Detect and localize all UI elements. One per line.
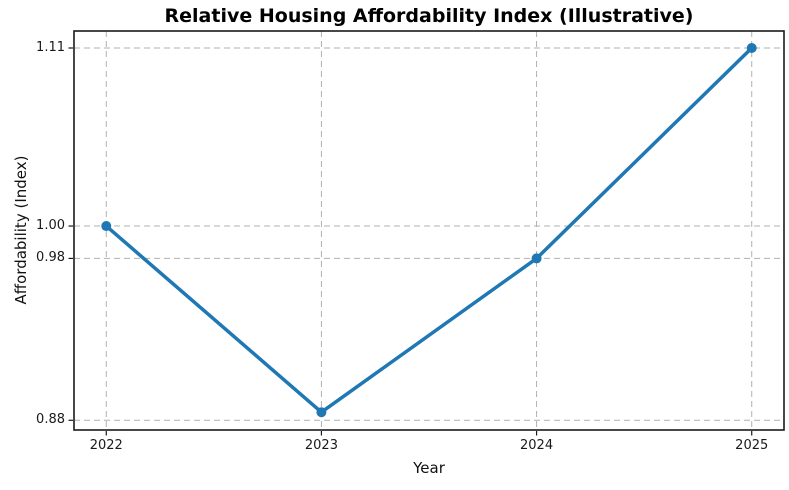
data-point-marker (316, 407, 327, 418)
x-tick-label: 2023 (304, 438, 338, 453)
axes-spines (73, 30, 785, 431)
x-axis-label: Year (413, 459, 445, 477)
y-tick-label: 0.88 (36, 412, 65, 428)
data-point-marker (531, 253, 542, 264)
data-point-marker (746, 42, 757, 53)
y-tick-label: 0.98 (36, 250, 65, 266)
x-tick-label: 2022 (89, 438, 123, 453)
x-tick-label: 2025 (735, 438, 769, 453)
y-axis-label: Affordability (Index) (12, 155, 30, 305)
data-point-marker (101, 221, 112, 232)
chart-title: Relative Housing Affordability Index (Il… (164, 5, 694, 27)
x-tick-label: 2024 (520, 438, 554, 453)
y-tick-label: 1.11 (36, 39, 65, 55)
data-line (104, 46, 754, 414)
y-tick-label: 1.00 (36, 218, 65, 234)
